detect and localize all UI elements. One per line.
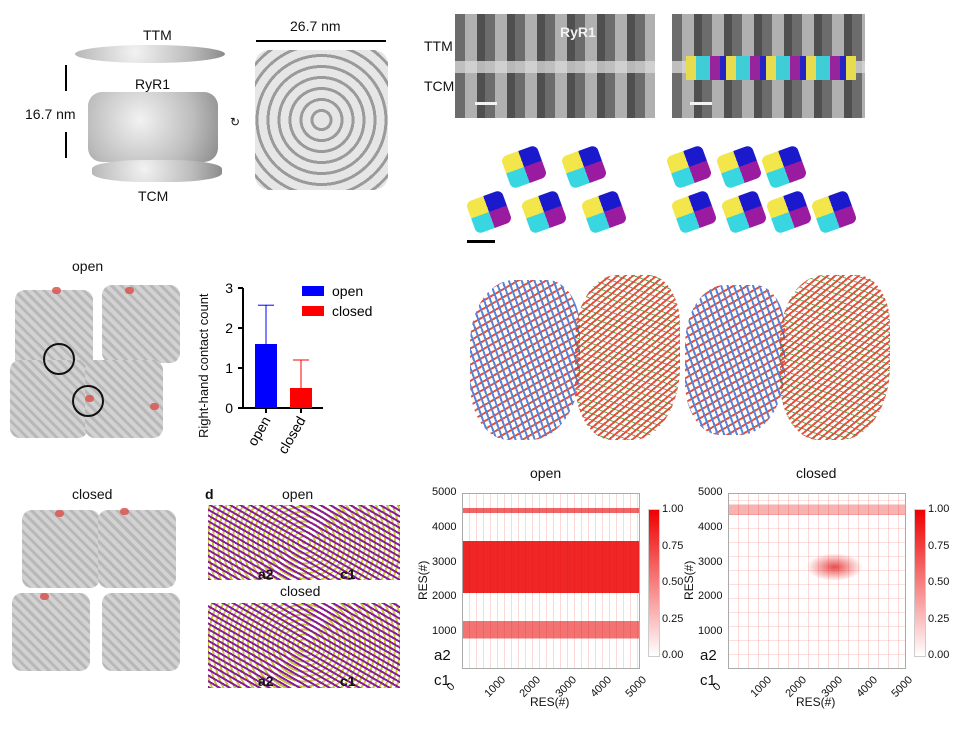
anm-open-right — [575, 275, 680, 440]
tomo-tcm-label: TCM — [424, 78, 455, 94]
colorbar-tick-label: 0.25 — [928, 612, 950, 625]
x-axis-label: RES(#) — [530, 695, 570, 709]
tomo-ttm-label: TTM — [424, 38, 453, 54]
y-axis-label: RES(#) — [416, 560, 430, 600]
closed-label: closed — [72, 486, 113, 502]
x-tick-label: closed — [275, 414, 309, 457]
y-tick-label: 2000 — [698, 590, 723, 603]
tomogram-slice: RyR1 — [455, 14, 655, 118]
closed-lattice-map — [10, 505, 180, 685]
y-tick-label: 3000 — [432, 555, 457, 568]
width-arrow — [256, 40, 386, 42]
y-tick-label: 1000 — [432, 625, 457, 638]
open-label: open — [72, 258, 104, 274]
x-tick-label: 4000 — [588, 674, 614, 700]
ttm-label: TTM — [143, 27, 172, 43]
heatmap-plot-area — [728, 493, 906, 669]
ryr1-label: RyR1 — [135, 76, 171, 92]
y-tick-label: 3 — [225, 280, 233, 296]
scale-bar — [467, 240, 495, 243]
legend-label: closed — [332, 303, 372, 319]
tomogram-fitted — [672, 14, 865, 118]
ryr1-side-density — [88, 92, 218, 162]
y-tick-label: 5000 — [432, 486, 457, 498]
tcm-label: TCM — [138, 188, 169, 204]
c1-label: c1 — [434, 672, 450, 689]
y-tick-label: 0 — [225, 400, 233, 416]
ryr1-top-density — [255, 50, 388, 190]
height-arrow-bottom — [65, 132, 67, 158]
colorbar-tick-label: 0.00 — [662, 649, 684, 661]
anm-open-left — [470, 280, 580, 440]
x-tick-label: 5000 — [623, 674, 650, 700]
legend-swatch — [302, 286, 324, 296]
lattice-closed — [665, 140, 865, 240]
width-label: 26.7 nm — [290, 18, 341, 34]
contact-circle — [72, 385, 104, 417]
d-closed-c1: c1 — [340, 673, 356, 689]
bar-closed — [290, 388, 312, 408]
heatmap-plot-area — [462, 493, 640, 669]
x-tick-label: open — [244, 414, 273, 449]
a2-label: a2 — [700, 647, 717, 664]
open-lattice-map — [10, 285, 180, 445]
colorbar — [914, 509, 926, 657]
tcm-density — [92, 160, 222, 182]
colorbar-tick-label: 0.50 — [928, 576, 950, 588]
colorbar — [648, 509, 660, 657]
colorbar-tick-label: 1.00 — [662, 503, 684, 515]
x-axis-label: RES(#) — [796, 695, 836, 709]
x-tick-label: 1000 — [482, 674, 509, 700]
colorbar-tick-label: 0.75 — [928, 539, 950, 552]
y-tick-label: 1 — [225, 360, 233, 376]
d-closed-label: closed — [280, 583, 321, 599]
colorbar-tick-label: 0.25 — [662, 612, 684, 625]
scale-bar — [690, 102, 712, 105]
height-label: 16.7 nm — [25, 106, 76, 122]
colorbar-tick-label: 1.00 — [928, 503, 950, 515]
bar-open — [255, 344, 277, 408]
y-tick-label: 4000 — [698, 520, 723, 533]
c1-label: c1 — [700, 672, 716, 689]
y-tick-label: 4000 — [432, 520, 457, 533]
y-tick-label: 5000 — [698, 486, 723, 498]
anm-closed-right — [780, 275, 890, 440]
d-open-structure — [208, 505, 400, 580]
height-arrow-top — [65, 65, 67, 91]
x-tick-label: 5000 — [889, 674, 916, 700]
d-closed-structure — [208, 603, 400, 688]
d-open-label: open — [282, 486, 314, 502]
y-tick-label: 1000 — [698, 625, 723, 638]
heatmap-title: closed — [796, 465, 837, 481]
y-tick-label: 2 — [225, 320, 233, 336]
colorbar-tick-label: 0.75 — [662, 539, 684, 552]
fitted-ryr1-row — [686, 56, 856, 80]
heatmap-title: open — [530, 465, 562, 481]
x-tick-label: 1000 — [748, 674, 775, 700]
d-open-c1: c1 — [340, 566, 356, 582]
ttm-density — [75, 45, 225, 63]
colorbar-tick-label: 0.50 — [662, 576, 684, 588]
x-tick-label: 4000 — [854, 674, 880, 700]
d-closed-a2: a2 — [258, 673, 274, 689]
tomo-ryr1-label: RyR1 — [560, 24, 596, 40]
legend-label: open — [332, 283, 363, 299]
y-tick-label: 2000 — [432, 590, 457, 603]
legend-swatch — [302, 306, 324, 316]
anm-closed-left — [685, 285, 785, 435]
rotation-icon: ↻ — [230, 115, 241, 129]
lattice-open — [465, 140, 655, 240]
y-tick-label: 3000 — [698, 555, 723, 568]
scale-bar — [475, 102, 497, 105]
colorbar-tick-label: 0.00 — [928, 649, 950, 661]
d-open-a2: a2 — [258, 566, 274, 582]
y-axis-label: RES(#) — [682, 560, 696, 600]
bar-ylabel: Right-hand contact count — [196, 293, 211, 438]
contact-circle — [43, 343, 75, 375]
a2-label: a2 — [434, 647, 451, 664]
panel-d-letter: d — [205, 486, 214, 502]
